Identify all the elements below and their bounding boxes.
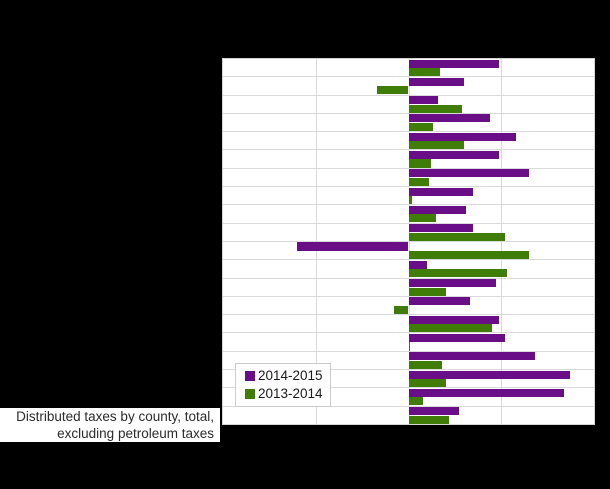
county-row (223, 132, 594, 151)
bar-2014-2015 (408, 333, 505, 343)
county-row (223, 205, 594, 224)
bar-2013-2014 (408, 177, 429, 186)
bar-2014-2015 (408, 96, 439, 105)
county-row (223, 224, 594, 242)
bar-2013-2014 (408, 104, 463, 113)
bar-2014-2015 (408, 77, 465, 86)
county-row (223, 96, 594, 114)
bar-2014-2015 (408, 370, 570, 379)
county-row (223, 370, 594, 389)
bar-2013-2014 (408, 379, 446, 388)
county-row (223, 407, 594, 424)
bar-2013-2014 (408, 122, 433, 131)
county-row (223, 297, 594, 316)
bar-rows (223, 59, 594, 424)
bar-2013-2014 (408, 196, 413, 205)
county-row (223, 169, 594, 188)
bar-2013-2014 (408, 214, 437, 223)
county-row (223, 388, 594, 407)
county-row (223, 187, 594, 206)
bar-2013-2014 (408, 397, 424, 406)
bar-2013-2014 (408, 324, 492, 333)
bar-2013-2014 (408, 287, 446, 296)
caption-line-2: excluding petroleum taxes (57, 425, 214, 441)
bar-2014-2015 (408, 260, 428, 269)
bar-2014-2015 (408, 297, 470, 306)
bar-2014-2015 (408, 150, 500, 160)
caption-line-1: Distributed taxes by county, total, (16, 409, 214, 424)
bar-2014-2015 (408, 114, 491, 123)
county-row (223, 59, 594, 78)
bar-2013-2014 (408, 68, 441, 77)
bar-2014-2015 (408, 315, 500, 324)
county-row (223, 279, 594, 297)
bar-2013-2014 (408, 342, 411, 351)
bar-2013-2014 (408, 250, 530, 260)
bar-2014-2015 (408, 187, 474, 196)
bar-2013-2014 (408, 159, 431, 168)
bar-2013-2014 (408, 141, 465, 150)
county-row (223, 242, 594, 261)
county-row (223, 315, 594, 334)
county-row (223, 333, 594, 352)
county-row (223, 77, 594, 96)
bar-2014-2015 (408, 388, 565, 397)
bar-2013-2014 (408, 360, 442, 369)
legend-label-2014-2015: 2014-2015 (258, 368, 323, 383)
bar-2013-2014 (376, 86, 409, 95)
legend-item-2013-2014: 2013-2014 (245, 387, 330, 401)
bar-2014-2015 (408, 132, 517, 141)
bar-2014-2015 (408, 169, 530, 178)
bar-2013-2014 (408, 269, 507, 278)
bar-2014-2015 (297, 242, 409, 251)
plot-area: 2014-2015 2013-2014 (222, 58, 595, 425)
bar-2014-2015 (408, 224, 474, 233)
bar-2014-2015 (408, 59, 500, 68)
county-row (223, 352, 594, 371)
legend: 2014-2015 2013-2014 (235, 363, 331, 407)
county-row (223, 260, 594, 279)
bar-2013-2014 (408, 232, 505, 241)
legend-swatch-2014-2015-icon (245, 371, 255, 381)
county-row (223, 114, 594, 133)
bar-2014-2015 (408, 279, 496, 288)
bar-2013-2014 (393, 305, 409, 314)
bar-2014-2015 (408, 352, 535, 361)
county-row (223, 150, 594, 169)
legend-item-2014-2015: 2014-2015 (245, 369, 330, 383)
bar-2013-2014 (408, 415, 450, 424)
figure-caption: Distributed taxes by county, total, excl… (0, 408, 220, 442)
bar-2014-2015 (408, 205, 466, 214)
legend-label-2013-2014: 2013-2014 (258, 386, 323, 401)
legend-swatch-2013-2014-icon (245, 389, 255, 399)
bar-2014-2015 (408, 407, 459, 416)
